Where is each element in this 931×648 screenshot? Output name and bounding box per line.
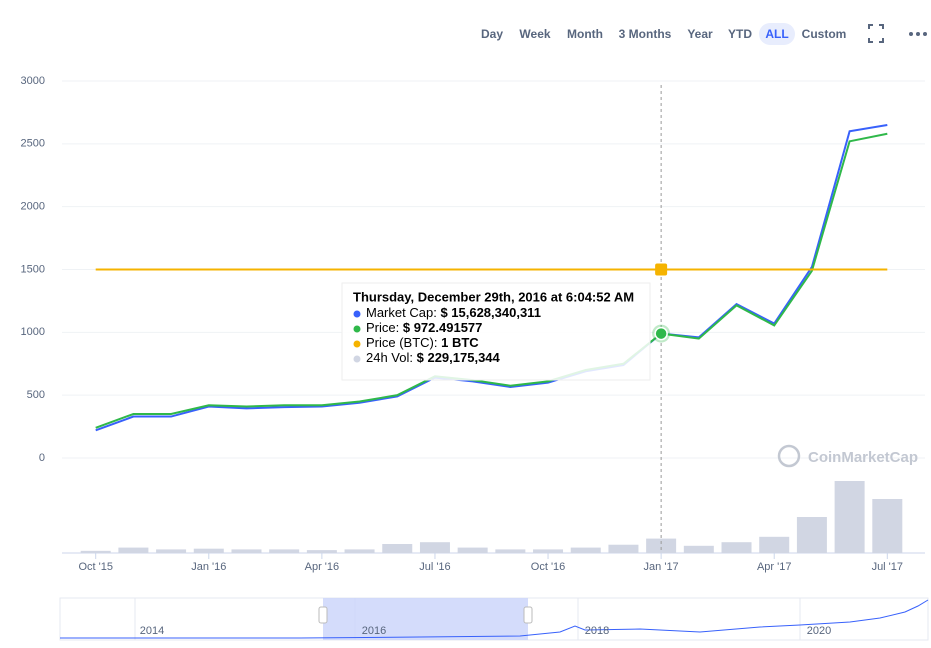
hover-marker bbox=[655, 263, 668, 276]
tooltip-value: 1 BTC bbox=[441, 335, 479, 350]
range-button-bg bbox=[759, 23, 795, 45]
navigator-label: 2016 bbox=[362, 625, 386, 637]
tooltip-dot bbox=[353, 340, 361, 348]
volume-bar bbox=[118, 547, 149, 553]
tooltip-dot bbox=[353, 325, 361, 333]
volume-bar bbox=[382, 544, 413, 553]
x-tick-label: Oct '16 bbox=[531, 561, 566, 573]
range-button[interactable]: Month bbox=[567, 27, 603, 41]
navigator-label: 2018 bbox=[585, 625, 609, 637]
volume-bar bbox=[872, 499, 903, 553]
tooltip bbox=[341, 282, 651, 381]
fullscreen-icon[interactable] bbox=[868, 24, 884, 43]
range-button[interactable]: Day bbox=[481, 27, 503, 41]
volume-bar bbox=[495, 549, 526, 553]
volume-bar bbox=[796, 517, 827, 553]
tooltip-item: Market Cap: $ 15,628,340,311 bbox=[366, 305, 541, 320]
x-tick-label: Apr '17 bbox=[757, 561, 792, 573]
tooltip-item: 24h Vol: $ 229,175,344 bbox=[366, 350, 501, 365]
volume-bar bbox=[570, 547, 601, 553]
x-tick-label: Jul '16 bbox=[419, 561, 450, 573]
tooltip-label: 24h Vol: bbox=[366, 350, 413, 365]
x-tick-label: Oct '15 bbox=[78, 561, 113, 573]
navigator-handle[interactable] bbox=[523, 606, 533, 624]
y-tick-label: 3000 bbox=[21, 75, 45, 87]
range-button[interactable]: Week bbox=[519, 27, 550, 41]
volume-bar bbox=[457, 547, 488, 553]
tooltip-item: Price (BTC): 1 BTC bbox=[366, 335, 479, 350]
navigator-label: 2020 bbox=[807, 625, 831, 637]
navigator-line bbox=[60, 599, 929, 639]
navigator-selection[interactable] bbox=[323, 598, 528, 640]
navigator-handle[interactable] bbox=[318, 606, 328, 624]
more-icon[interactable] bbox=[909, 32, 927, 36]
tooltip-dot bbox=[353, 355, 361, 363]
y-tick-label: 1000 bbox=[21, 326, 45, 338]
tooltip-label: Price (BTC): bbox=[366, 335, 438, 350]
volume-bar bbox=[533, 549, 564, 553]
y-tick-label: 1500 bbox=[21, 263, 45, 275]
tooltip-label: Market Cap: bbox=[366, 305, 437, 320]
volume-bar bbox=[193, 548, 224, 553]
y-tick-label: 500 bbox=[27, 389, 45, 401]
range-button[interactable]: YTD bbox=[728, 27, 752, 41]
range-button[interactable]: Custom bbox=[802, 27, 847, 41]
y-tick-label: 0 bbox=[39, 452, 45, 464]
volume-bar bbox=[608, 544, 639, 553]
navigator-label: 2014 bbox=[140, 625, 164, 637]
x-tick-label: Jul '17 bbox=[872, 561, 903, 573]
x-tick-label: Jan '16 bbox=[191, 561, 226, 573]
range-button[interactable]: 3 Months bbox=[619, 27, 672, 41]
range-button[interactable]: ALL bbox=[765, 27, 788, 41]
volume-bar bbox=[80, 550, 111, 553]
hover-marker bbox=[654, 326, 668, 341]
x-tick-label: Apr '16 bbox=[305, 561, 340, 573]
volume-bar bbox=[646, 538, 677, 553]
tooltip-title: Thursday, December 29th, 2016 at 6:04:52… bbox=[353, 289, 634, 304]
tooltip-value: $ 15,628,340,311 bbox=[440, 305, 541, 320]
volume-bar bbox=[156, 549, 187, 553]
tooltip-label: Price: bbox=[366, 320, 399, 335]
y-tick-label: 2000 bbox=[21, 201, 45, 213]
volume-bar bbox=[231, 549, 262, 553]
volume-bar bbox=[306, 550, 337, 553]
volume-bar bbox=[683, 545, 714, 553]
tooltip-item: Price: $ 972.491577 bbox=[366, 320, 482, 335]
volume-bar bbox=[721, 542, 752, 553]
range-button[interactable]: Year bbox=[687, 27, 713, 41]
tooltip-value: $ 229,175,344 bbox=[417, 350, 501, 365]
volume-bar bbox=[834, 481, 865, 553]
y-tick-label: 2500 bbox=[21, 138, 45, 150]
watermark-logo bbox=[777, 444, 801, 468]
volume-bar bbox=[419, 542, 450, 553]
tooltip-dot bbox=[353, 310, 361, 318]
volume-bar bbox=[344, 549, 375, 553]
volume-bar bbox=[269, 549, 300, 553]
series-line bbox=[95, 132, 888, 429]
series-line bbox=[95, 123, 888, 432]
tooltip-value: $ 972.491577 bbox=[403, 320, 483, 335]
volume-bar bbox=[759, 536, 790, 553]
watermark: CoinMarketCap bbox=[808, 449, 918, 466]
x-tick-label: Jan '17 bbox=[644, 561, 679, 573]
